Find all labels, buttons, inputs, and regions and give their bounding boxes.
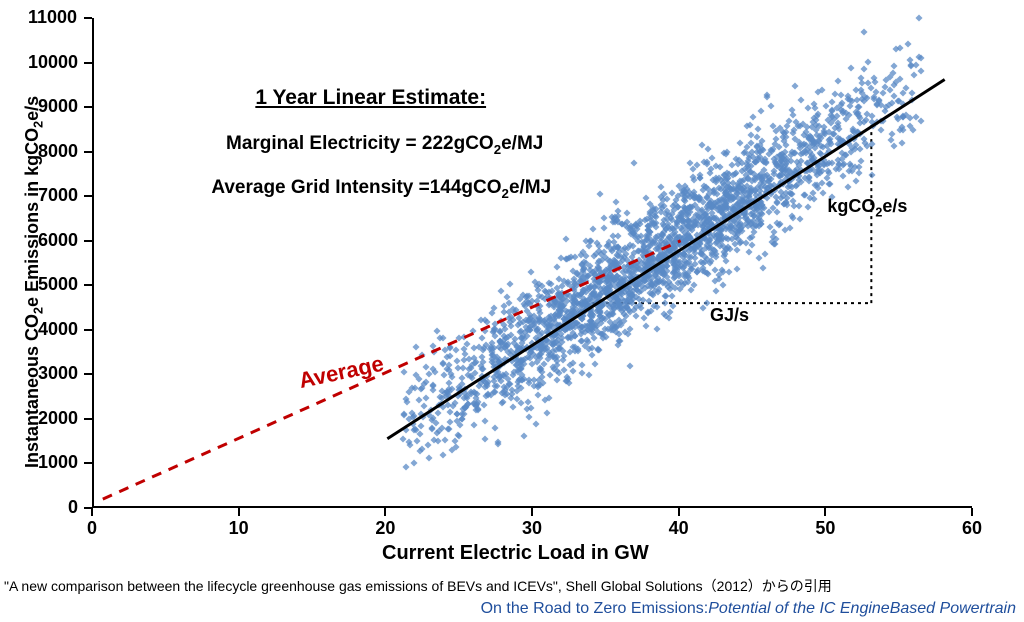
x-tick-label: 60 <box>962 518 982 539</box>
x-tick <box>678 508 680 516</box>
y-tick <box>84 240 92 242</box>
plot-area: 1 Year Linear Estimate: Marginal Electri… <box>92 18 972 508</box>
y-tick <box>84 17 92 19</box>
x-tick-label: 30 <box>522 518 542 539</box>
y-tick-label: 10000 <box>28 52 78 73</box>
y-tick <box>84 151 92 153</box>
kgco2e-per-s-label: kgCO2e/s <box>827 196 907 220</box>
x-tick-label: 50 <box>815 518 835 539</box>
chart-container: 1 Year Linear Estimate: Marginal Electri… <box>0 0 1024 580</box>
linear-estimate-heading: 1 Year Linear Estimate: <box>255 86 486 110</box>
x-axis-title: Current Electric Load in GW <box>382 542 649 565</box>
y-tick <box>84 373 92 375</box>
average-intensity-text: Average Grid Intensity =144gCO2e/MJ <box>211 177 551 201</box>
y-tick <box>84 418 92 420</box>
x-tick-label: 40 <box>669 518 689 539</box>
subcaption-italic: Potential of the IC EngineBased Powertra… <box>708 600 1016 617</box>
source-citation: "A new comparison between the lifecycle … <box>4 576 832 596</box>
y-tick <box>84 62 92 64</box>
y-tick <box>84 106 92 108</box>
y-tick-label: 0 <box>68 497 78 518</box>
x-tick <box>971 508 973 516</box>
x-tick <box>824 508 826 516</box>
x-tick-label: 10 <box>229 518 249 539</box>
marginal-electricity-text: Marginal Electricity = 222gCO2e/MJ <box>226 133 543 157</box>
subcaption-plain: On the Road to Zero Emissions: <box>481 600 709 617</box>
x-tick <box>384 508 386 516</box>
x-tick <box>91 508 93 516</box>
x-tick-label: 0 <box>87 518 97 539</box>
y-tick <box>84 195 92 197</box>
subcaption: On the Road to Zero Emissions:Potential … <box>481 600 1016 618</box>
y-tick-label: 11000 <box>28 7 77 28</box>
x-tick <box>238 508 240 516</box>
x-tick <box>531 508 533 516</box>
y-axis-title: Instantaneous CO2e Emissions in kgCO2e/s <box>22 96 46 468</box>
y-tick <box>84 329 92 331</box>
x-tick-label: 20 <box>375 518 395 539</box>
y-tick <box>84 462 92 464</box>
y-tick <box>84 284 92 286</box>
y-tick <box>84 507 92 509</box>
gj-per-s-label: GJ/s <box>710 305 749 326</box>
